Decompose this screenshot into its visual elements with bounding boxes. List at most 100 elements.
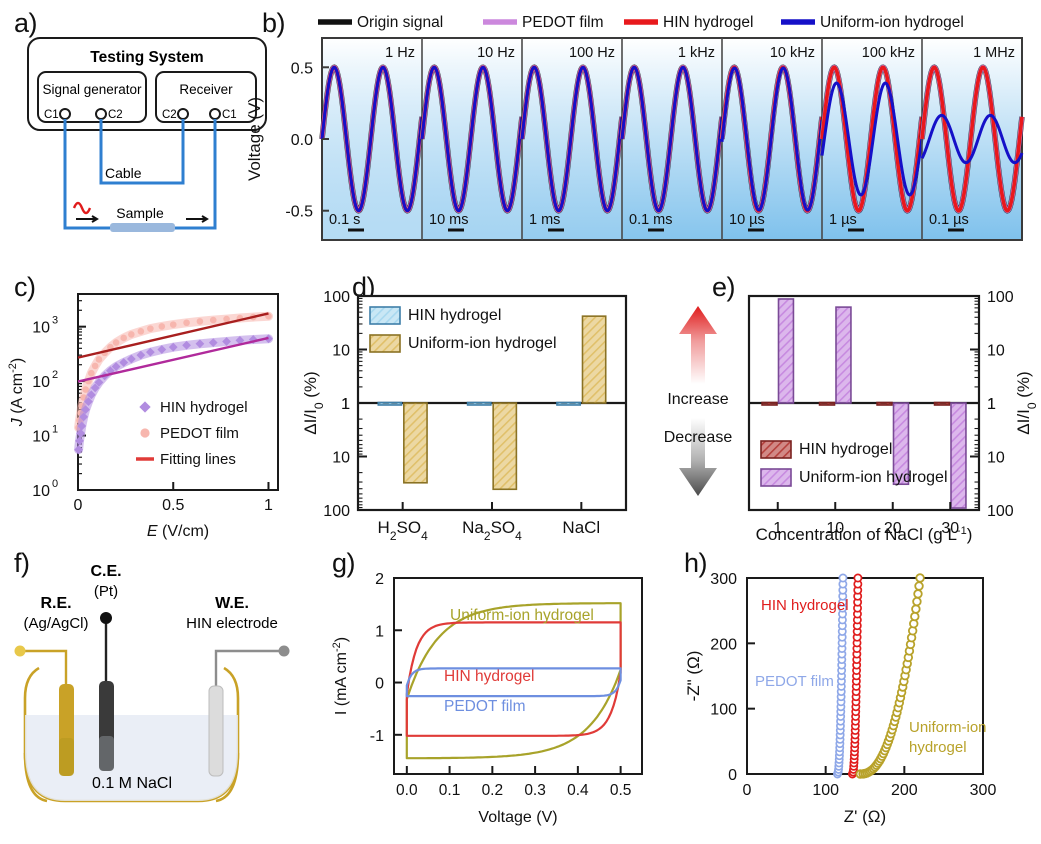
y-tick-label: -1 (370, 728, 384, 745)
panel-b-legend-item: Origin signal (318, 14, 443, 31)
data-point (126, 354, 136, 364)
data-point (222, 337, 231, 346)
bar (466, 401, 492, 406)
bar (761, 401, 778, 406)
decrease-label: Decrease (664, 429, 733, 446)
data-point (95, 356, 103, 363)
legend-label: HIN hydrogel (799, 441, 892, 458)
bar (835, 306, 852, 404)
x-tick-label: 0.4 (567, 782, 589, 799)
wire-right (175, 119, 217, 230)
x-category-label: H2SO4 (378, 518, 429, 543)
panel-g-ylabel: I (mA cm-2) (331, 637, 350, 715)
data-point (223, 315, 230, 323)
port-c2-rec-label: C2 (162, 109, 177, 121)
bar (876, 401, 893, 406)
uniform-ion-hydrogel-point (912, 596, 922, 607)
we-label: W.E. (215, 595, 249, 612)
x-tick-label: 0.5 (610, 782, 632, 799)
panel-c-legend-item: HIN hydrogel (139, 399, 248, 416)
legend-label: HIN hydrogel (663, 14, 753, 31)
y-tick-label: 100 (323, 289, 350, 306)
electrolyte-fill (25, 715, 238, 801)
svg-text:I (mA cm-2): I (mA cm-2) (331, 637, 350, 715)
port-c2-gen-icon (95, 108, 107, 120)
y-tick-label: 10 3 (32, 315, 58, 337)
y-tick-label: 200 (710, 636, 737, 653)
legend-label: PEDOT film (160, 425, 239, 442)
x-tick-label: 0.3 (524, 782, 546, 799)
x-category-label: 20 (884, 520, 902, 537)
data-point (82, 386, 89, 393)
legend-marker (140, 428, 150, 438)
re-lead (20, 649, 68, 684)
bar (581, 315, 607, 404)
panel-c-legend-item: Fitting lines (136, 451, 236, 468)
fitting-line (77, 336, 269, 383)
decrease-arrow-icon (679, 418, 717, 496)
svg-text:1: 1 (52, 424, 58, 436)
frequency-label: 100 Hz (569, 45, 615, 61)
frequency-label: 1 Hz (385, 45, 415, 61)
arrow-out-icon (186, 215, 209, 223)
re-electrode-immersed (59, 738, 74, 776)
sample-bar (110, 223, 175, 232)
uniform-ion-trace (420, 65, 524, 213)
frequency-label: 1 MHz (973, 45, 1015, 61)
x-tick-label: 0.5 (162, 497, 184, 514)
panel-g-xlabel: Voltage (V) (478, 809, 557, 826)
we-lead (214, 649, 284, 686)
data-point (235, 335, 245, 345)
panel-c-jv-plot: 10 3 10 2 10 1 10 0 0 0.5 1 HIN hydrogel PEDOT film F… (0, 272, 300, 544)
x-tick-label: 0.0 (396, 782, 418, 799)
y-tick-label: 10 2 (32, 369, 58, 391)
hin-hydrogel-point (853, 573, 863, 583)
panel-b-legend-item: HIN hydrogel (624, 14, 753, 31)
signal-generator-box (37, 71, 147, 123)
legend-item: Uniform-ion hydrogel (760, 468, 948, 487)
receiver-label: Receiver (179, 82, 233, 97)
y-tick-label: 0.0 (291, 132, 313, 149)
cable-label: Cable (105, 165, 142, 181)
legend-label: Origin signal (357, 14, 443, 31)
frequency-label: 100 kHz (862, 45, 915, 61)
data-point (158, 323, 166, 330)
uniform-ion-trace (820, 81, 924, 197)
x-tick-label: 300 (970, 782, 997, 799)
annotation-hin: HIN hydrogel (761, 597, 849, 614)
data-point (169, 321, 177, 328)
legend-item: HIN hydrogel (760, 440, 892, 459)
data-point (128, 331, 135, 338)
legend-item: Uniform-ion hydrogel (369, 334, 557, 353)
data-point (147, 325, 154, 332)
y-tick-label: 2 (375, 571, 384, 588)
frequency-label: 1 kHz (678, 45, 715, 61)
annotation-pedot: PEDOT film (755, 673, 834, 690)
uniform-ion-hydrogel-point (915, 573, 925, 583)
y-tick-label: 100 (987, 503, 1014, 520)
y-tick-label: 1 (341, 396, 350, 413)
panel-c-ylabel: J (A cm-2) (7, 358, 26, 427)
wire-left (63, 119, 110, 230)
ce-terminal-icon (100, 612, 112, 624)
frequency-label: 10 kHz (770, 45, 815, 61)
x-category-label: Na2SO4 (462, 518, 522, 543)
panel-h-frame (746, 577, 984, 775)
y-tick-label: 100 (987, 289, 1014, 306)
data-point (196, 318, 204, 325)
cv-trace-pedot (405, 667, 622, 698)
x-tick-label: 100 (812, 782, 839, 799)
we-sub-label: HIN electrode (186, 615, 278, 632)
ce-electrode-immersed (99, 736, 114, 771)
panel-c-xlabel: E (V/cm) (147, 523, 209, 540)
data-point (120, 334, 128, 342)
y-tick-label: 1 (375, 623, 384, 640)
data-point (137, 328, 145, 335)
x-tick-label: 200 (891, 782, 918, 799)
receiver-box (155, 71, 257, 123)
re-terminal-icon (14, 645, 26, 657)
panel-a-title: Testing System (90, 49, 203, 66)
uniform-ion-trace (320, 65, 424, 213)
svg-text:10: 10 (32, 320, 50, 337)
